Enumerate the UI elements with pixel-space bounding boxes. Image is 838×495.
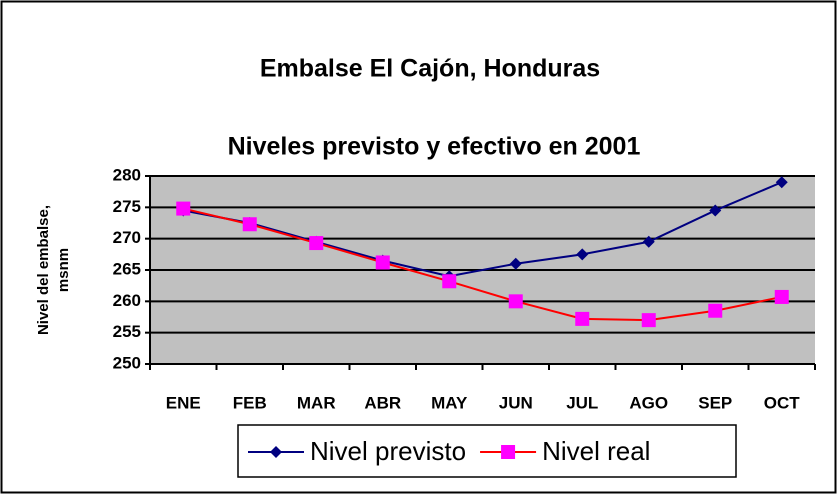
- y-axis-label-line: Nivel del embalse,: [35, 205, 52, 335]
- x-tick-label: SEP: [698, 393, 732, 412]
- legend-label: Nivel previsto: [310, 436, 466, 466]
- marker: [775, 176, 788, 189]
- x-tick-label: AGO: [629, 393, 668, 412]
- chart-subtitle: Niveles previsto y efectivo en 2001: [228, 133, 641, 161]
- marker: [641, 313, 656, 328]
- x-tick-label: ENE: [166, 393, 201, 412]
- marker: [642, 235, 655, 248]
- marker: [501, 445, 516, 459]
- y-tick-label: 260: [113, 291, 141, 310]
- x-tick-label: ABR: [364, 393, 401, 412]
- legend: Nivel previsto Nivel real: [248, 436, 650, 466]
- y-tick-label: 275: [113, 197, 141, 216]
- legend-label: Nivel real: [542, 436, 650, 466]
- x-tick-label: JUN: [499, 393, 533, 412]
- y-tick-label: 265: [113, 259, 141, 278]
- marker: [575, 311, 590, 326]
- marker: [242, 217, 257, 232]
- x-tick-label: MAY: [431, 393, 468, 412]
- marker: [508, 294, 523, 309]
- marker: [509, 257, 522, 270]
- x-tick-label: JUL: [566, 393, 598, 412]
- y-tick-label: 255: [113, 322, 141, 341]
- series-line: [183, 181, 783, 278]
- marker: [309, 236, 324, 251]
- marker: [176, 201, 191, 216]
- x-tick-label: MAR: [297, 393, 336, 412]
- marker: [708, 303, 723, 318]
- plot-area: 250 255 260 265 270 275 280 ENE FEB MAR ABR MAY JUN J…: [113, 165, 816, 412]
- x-tick-label: FEB: [233, 393, 267, 412]
- marker: [576, 248, 589, 261]
- y-tick-label: 250: [113, 353, 141, 372]
- y-axis-label: Nivel del embalse, msnm: [35, 205, 72, 335]
- series-line: [183, 207, 782, 322]
- chart-title: Embalse El Cajón, Honduras: [260, 55, 600, 83]
- marker: [375, 255, 390, 270]
- y-axis-label-line: msnm: [55, 248, 72, 292]
- y-tick-label: 270: [113, 228, 141, 247]
- marker: [442, 274, 457, 289]
- y-tick-label: 280: [113, 165, 141, 184]
- marker: [774, 289, 789, 304]
- x-tick-label: OCT: [764, 393, 801, 412]
- marker: [709, 204, 722, 217]
- marker: [270, 446, 282, 458]
